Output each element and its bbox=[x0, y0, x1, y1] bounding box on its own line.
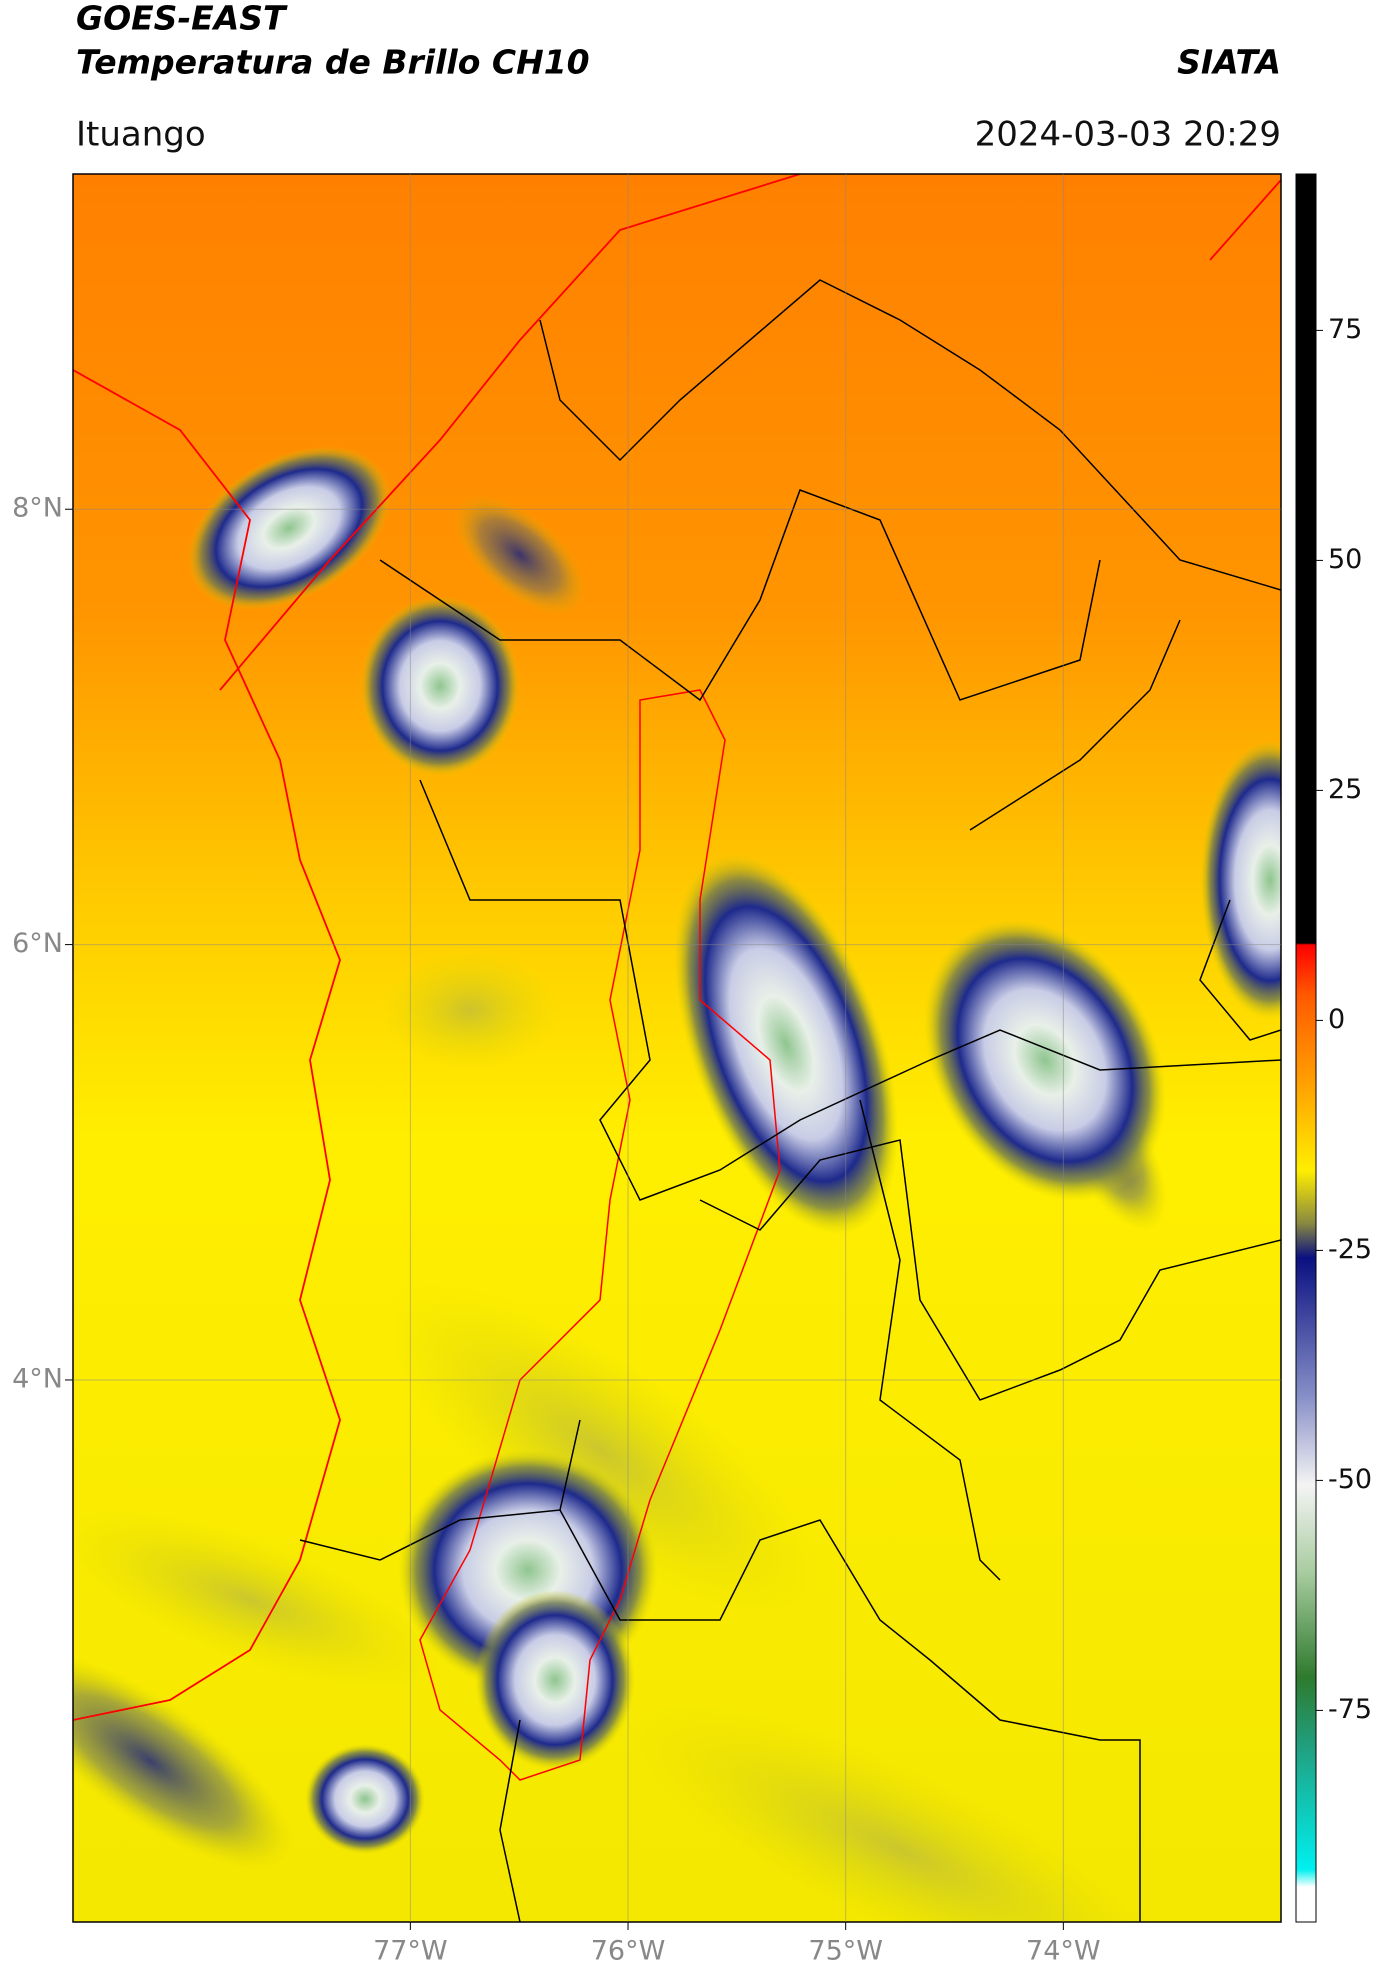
colorbar-tick-label: 75 bbox=[1328, 314, 1362, 345]
colorbar-tick-label: -50 bbox=[1328, 1464, 1372, 1495]
colorbar-tick-label: 25 bbox=[1328, 774, 1362, 805]
satellite: GOES-EAST bbox=[76, 0, 288, 38]
cloud bbox=[453, 495, 587, 615]
x-tick-label: 76°W bbox=[591, 1936, 666, 1967]
storm bbox=[360, 596, 520, 776]
product: Temperatura de Brillo CH10 bbox=[76, 43, 590, 82]
colorbar-tick-label: 50 bbox=[1328, 544, 1362, 575]
cloud bbox=[380, 1283, 820, 1617]
cloud bbox=[73, 1651, 294, 1871]
cloud bbox=[626, 1703, 1174, 1922]
y-tick-label: 6°N bbox=[12, 928, 63, 959]
storm bbox=[923, 918, 1167, 1202]
timestamp: 2024-03-03 20:29 bbox=[975, 115, 1281, 155]
colorbar bbox=[1295, 173, 1317, 1923]
storm bbox=[187, 446, 391, 610]
colorbar-tick-label: -25 bbox=[1328, 1234, 1372, 1265]
agency: SIATA bbox=[1177, 43, 1281, 82]
x-tick-label: 77°W bbox=[373, 1936, 448, 1967]
basin bbox=[419, 689, 781, 1781]
storm bbox=[1200, 740, 1281, 1020]
coastline bbox=[73, 174, 1281, 1721]
cloud bbox=[380, 950, 560, 1070]
cloud bbox=[73, 1511, 440, 1689]
storm bbox=[673, 853, 899, 1235]
storm bbox=[305, 1744, 425, 1854]
x-tick-label: 74°W bbox=[1026, 1936, 1101, 1967]
map bbox=[73, 174, 1281, 1922]
colorbar-tick-label: -75 bbox=[1328, 1694, 1372, 1725]
x-tick-label: 75°W bbox=[808, 1936, 883, 1967]
storm bbox=[475, 1590, 635, 1770]
y-tick-label: 8°N bbox=[12, 493, 63, 524]
borders bbox=[299, 279, 1281, 1922]
y-tick-label: 4°N bbox=[12, 1363, 63, 1394]
location: Ituango bbox=[76, 115, 206, 155]
map-frame bbox=[72, 173, 1282, 1923]
colorbar-tick-label: 0 bbox=[1328, 1004, 1345, 1035]
